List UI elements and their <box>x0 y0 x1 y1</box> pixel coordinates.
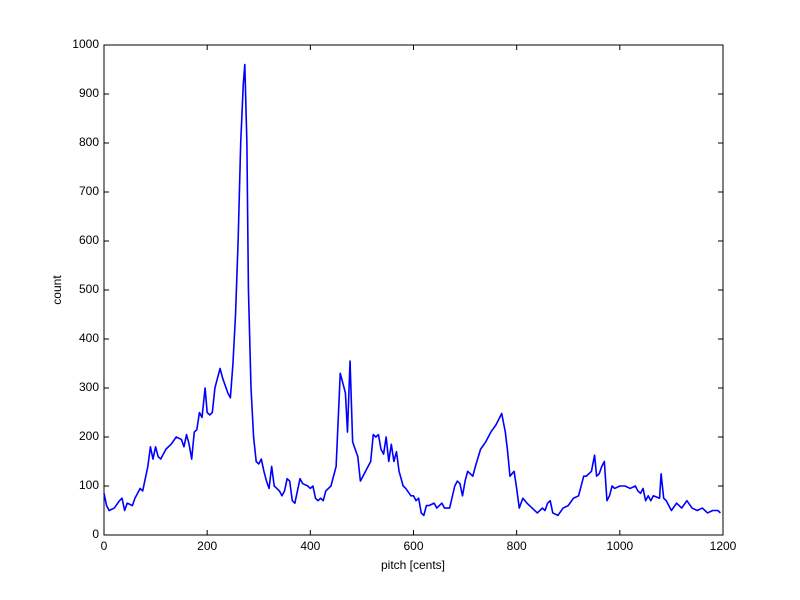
y-tick-label: 600 <box>79 233 99 247</box>
data-line <box>103 63 721 517</box>
x-tick-label: 200 <box>197 539 217 553</box>
y-tick-label: 500 <box>79 282 99 296</box>
y-tick-label: 1000 <box>72 37 99 51</box>
x-tick-label: 0 <box>101 539 108 553</box>
x-tick-label: 800 <box>507 539 527 553</box>
y-tick-label: 700 <box>79 184 99 198</box>
plot-area <box>103 44 724 536</box>
y-axis-label: count <box>50 275 64 305</box>
x-tick-label: 400 <box>300 539 320 553</box>
x-tick-label: 600 <box>403 539 423 553</box>
y-tick-label: 100 <box>79 478 99 492</box>
x-axis-label: pitch [cents] <box>381 558 445 572</box>
x-tick-label: 1200 <box>710 539 737 553</box>
y-tick-label: 800 <box>79 135 99 149</box>
y-tick-label: 400 <box>79 331 99 345</box>
x-tick-label: 1000 <box>606 539 633 553</box>
y-tick-label: 200 <box>79 429 99 443</box>
y-tick-label: 0 <box>92 527 99 541</box>
y-tick-label: 900 <box>79 86 99 100</box>
y-tick-label: 300 <box>79 380 99 394</box>
